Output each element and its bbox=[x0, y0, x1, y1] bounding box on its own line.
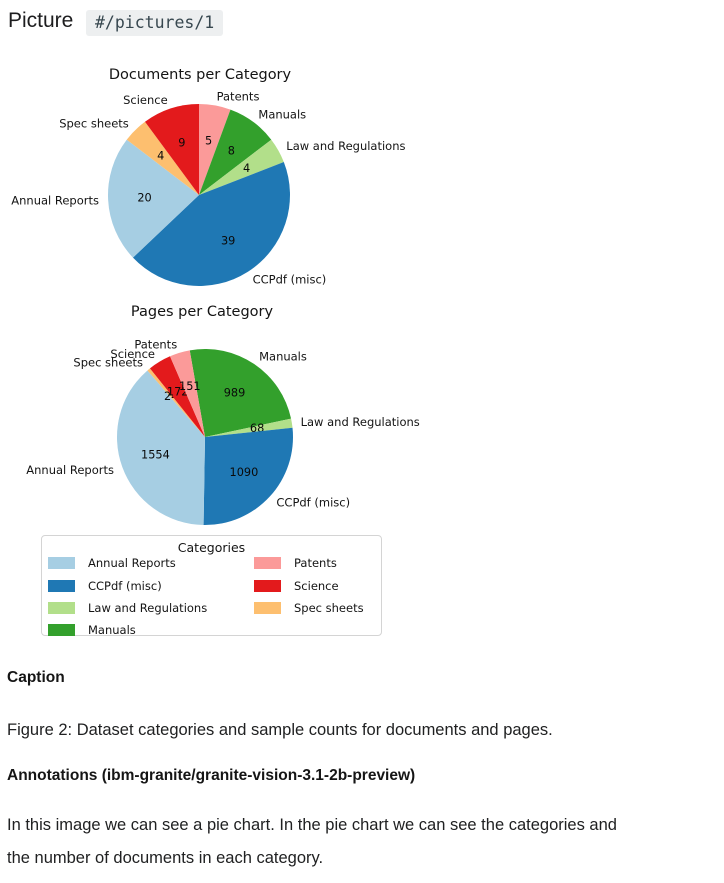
pie-label-spec-sheets: Spec sheets bbox=[73, 356, 143, 370]
legend-item-spec-sheets: Spec sheets bbox=[254, 597, 364, 619]
pie-value-patents: 151 bbox=[179, 380, 201, 393]
chart-title-pages: Pages per Category bbox=[131, 304, 274, 320]
annotations-heading: Annotations (ibm-granite/granite-vision-… bbox=[7, 767, 416, 784]
pie-slice-ccpdf-misc bbox=[203, 427, 294, 526]
annotation-text: In this image we can see a pie chart. In… bbox=[7, 809, 719, 875]
legend-column-right: Patents Science Spec sheets bbox=[254, 552, 364, 619]
pie-slice-law-and-regulations bbox=[199, 139, 284, 195]
pie-label-manuals: Manuals bbox=[259, 350, 307, 364]
pie-slice-ccpdf-misc bbox=[132, 162, 290, 287]
legend-swatch-ccpdf-misc bbox=[48, 579, 75, 592]
chart-legend: Categories Annual Reports CCPdf (misc) Law… bbox=[41, 535, 382, 637]
pie-value-science: 172 bbox=[167, 385, 189, 398]
pie-label-spec-sheets: Spec sheets bbox=[59, 117, 129, 131]
pie-label-annual-reports: Annual Reports bbox=[11, 193, 99, 207]
caption-text: Figure 2: Dataset categories and sample … bbox=[7, 721, 553, 739]
pie-slice-patents bbox=[199, 104, 231, 195]
legend-label-manuals: Manuals bbox=[88, 623, 136, 638]
pie-label-annual-reports: Annual Reports bbox=[26, 463, 114, 477]
legend-label-annual-reports: Annual Reports bbox=[88, 556, 176, 571]
pie-label-ccpdf-misc: CCPdf (misc) bbox=[253, 273, 327, 287]
legend-column-left: Annual Reports CCPdf (misc) Law and Regula… bbox=[48, 552, 207, 642]
pie-charts-figure: Documents per Category Pages per Categor… bbox=[11, 67, 420, 526]
legend-swatch-spec-sheets bbox=[254, 601, 281, 614]
picture-ref-link[interactable]: #/pictures/1 bbox=[86, 10, 224, 36]
pie-label-science: Science bbox=[110, 347, 155, 361]
pie-charts-group: 5 Patents 8 Manuals 4 Law and Regulations 39 CC… bbox=[11, 90, 420, 526]
pie-slice-science bbox=[144, 104, 199, 195]
pie-value-manuals: 989 bbox=[224, 387, 246, 400]
legend-swatch-science bbox=[254, 579, 281, 592]
pie-slice-science bbox=[149, 356, 205, 437]
legend-item-ccpdf-misc: CCPdf (misc) bbox=[48, 574, 207, 596]
legend-item-science: Science bbox=[254, 574, 364, 596]
pie-slice-annual-reports bbox=[116, 370, 205, 525]
pie-value-science: 9 bbox=[178, 137, 185, 150]
legend-swatch-patents bbox=[254, 557, 281, 570]
pie-slice-patents bbox=[170, 350, 205, 437]
pie-label-law-and-regulations: Law and Regulations bbox=[301, 415, 420, 429]
pie-slice-spec-sheets bbox=[126, 121, 199, 195]
page-title: Picture bbox=[8, 9, 74, 32]
legend-label-law-and-regulations: Law and Regulations bbox=[88, 600, 208, 615]
pie-slice-annual-reports bbox=[107, 139, 199, 258]
pie-slice-manuals bbox=[189, 349, 292, 437]
pie-value-annual-reports: 20 bbox=[137, 191, 151, 204]
legend-swatch-manuals bbox=[48, 624, 75, 637]
pie-value-manuals: 8 bbox=[228, 145, 235, 158]
annotation-text-line-2: the number of documents in each category… bbox=[7, 849, 324, 867]
pie-value-law-and-regulations: 4 bbox=[243, 162, 250, 175]
legend-item-manuals: Manuals bbox=[48, 619, 207, 641]
chart-title-documents: Documents per Category bbox=[109, 67, 292, 83]
pie-value-patents: 5 bbox=[205, 135, 212, 148]
pie-label-patents: Patents bbox=[217, 90, 260, 104]
pie-label-ccpdf-misc: CCPdf (misc) bbox=[276, 495, 350, 509]
documents-per-category: 5 Patents 8 Manuals 4 Law and Regulations 39 CC… bbox=[11, 90, 405, 287]
pie-label-science: Science bbox=[123, 93, 168, 107]
legend-item-patents: Patents bbox=[254, 552, 364, 574]
legend-item-annual-reports: Annual Reports bbox=[48, 552, 207, 574]
legend-title: Categories bbox=[177, 540, 246, 555]
legend-label-spec-sheets: Spec sheets bbox=[294, 600, 364, 615]
legend-swatch-annual-reports bbox=[48, 557, 75, 570]
pie-value-ccpdf-misc: 1090 bbox=[230, 466, 259, 479]
legend-label-science: Science bbox=[294, 578, 339, 593]
pie-value-annual-reports: 1554 bbox=[141, 449, 170, 462]
legend-label-ccpdf-misc: CCPdf (misc) bbox=[88, 578, 162, 593]
pie-label-manuals: Manuals bbox=[258, 107, 306, 121]
pie-label-patents: Patents bbox=[134, 337, 177, 351]
legend-label-patents: Patents bbox=[294, 556, 337, 571]
pie-slice-spec-sheets bbox=[147, 368, 205, 437]
pie-value-ccpdf-misc: 39 bbox=[221, 235, 235, 248]
pie-slice-manuals bbox=[199, 109, 272, 195]
caption-heading: Caption bbox=[7, 669, 65, 686]
pie-value-spec-sheets: 4 bbox=[157, 150, 164, 163]
legend-item-law-and-regulations: Law and Regulations bbox=[48, 597, 207, 619]
pie-label-law-and-regulations: Law and Regulations bbox=[286, 139, 405, 153]
pie-slice-law-and-regulations bbox=[205, 418, 293, 437]
legend-swatch-law-and-regulations bbox=[48, 601, 75, 614]
annotation-text-line-1: In this image we can see a pie chart. In… bbox=[7, 816, 617, 834]
